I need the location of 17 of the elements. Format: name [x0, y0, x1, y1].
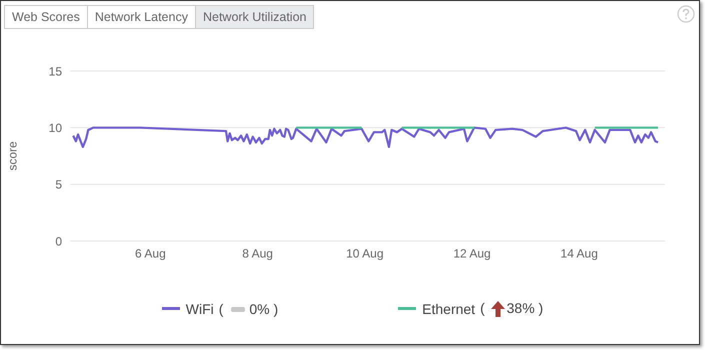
x-tick-label: 6 Aug: [135, 246, 166, 261]
y-axis-title: score: [5, 141, 20, 171]
text: ( 38% ): [480, 300, 544, 316]
y-tick-label: 10: [48, 120, 62, 135]
y-tick-label: 5: [55, 178, 62, 192]
x-tick-label: 8 Aug: [242, 246, 273, 261]
text: Network Utilization: [194, 5, 314, 29]
x-tick-label: 10 Aug: [346, 246, 384, 261]
y-tick-label: 15: [48, 64, 62, 78]
legend-label: Ethernet: [422, 300, 476, 317]
text: ( 0% ): [218, 300, 278, 317]
y-tick-label: 0: [55, 234, 62, 248]
text: Web Scores: [4, 5, 88, 29]
text: Network Latency: [86, 5, 196, 29]
x-tick-label: 14 Aug: [560, 246, 598, 261]
x-tick-label: 12 Aug: [453, 246, 491, 261]
legend-label: WiFi: [186, 300, 214, 317]
